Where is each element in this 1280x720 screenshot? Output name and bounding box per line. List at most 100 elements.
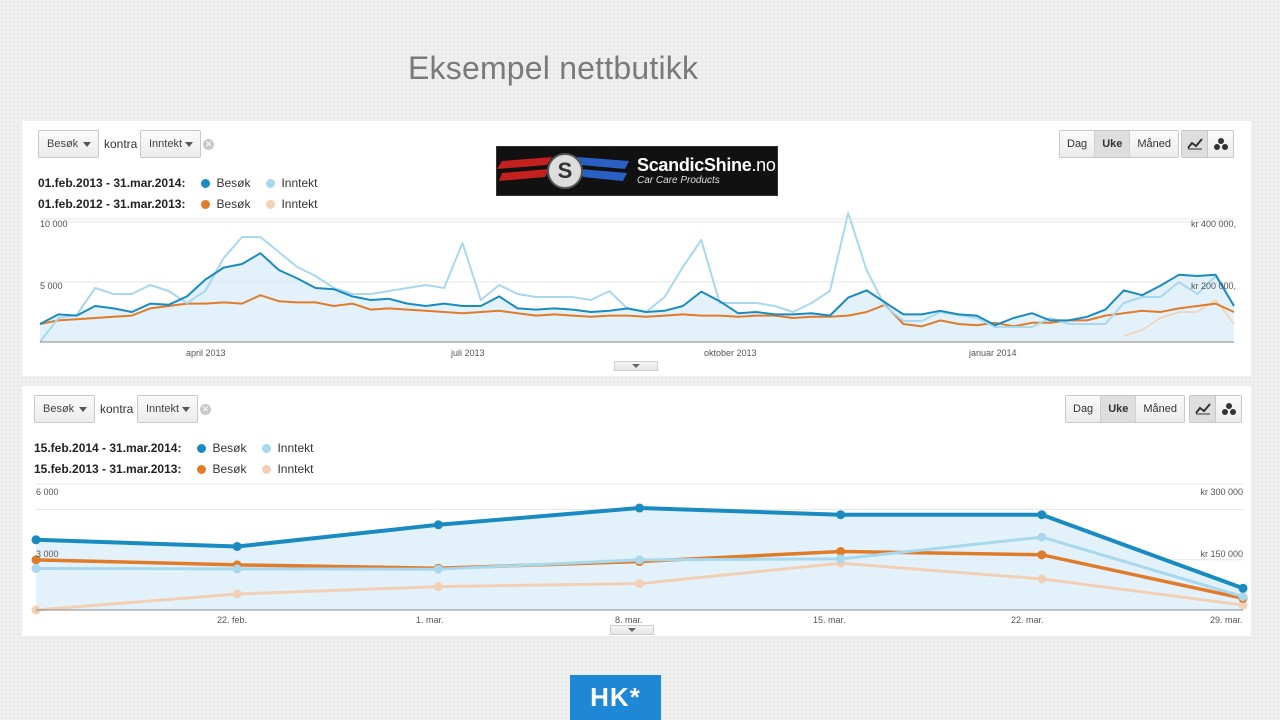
- legend-dot-visits: [197, 465, 207, 474]
- x-tick: 22. feb.: [217, 615, 248, 625]
- metric2-label: Inntekt: [146, 403, 180, 415]
- data-point: [31, 564, 41, 574]
- x-tick: 8. mar.: [615, 615, 643, 625]
- remove-comparison-icon[interactable]: ✕: [203, 139, 214, 150]
- x-tick: juli 2013: [451, 348, 485, 358]
- metric1-label: Besøk: [47, 138, 79, 150]
- analytics-panel-detail: Besøk kontra Inntekt ✕ Dag Uke Måned 15.…: [22, 386, 1251, 636]
- bubble-chart-icon[interactable]: [1208, 131, 1233, 157]
- legend-row-current: 01.feb.2013 - 31.mar.2014: Besøk Inntekt: [38, 176, 317, 190]
- legend-series-revenue: Inntekt: [277, 441, 314, 455]
- logo-brand-tld: .no: [751, 155, 776, 175]
- x-tick: april 2013: [186, 348, 226, 358]
- data-point: [1037, 510, 1047, 520]
- legend-series-visits: Besøk: [212, 462, 247, 476]
- data-point: [433, 582, 443, 592]
- legend-date-range: 15.feb.2013 - 31.mar.2013:: [34, 462, 182, 476]
- metric1-dropdown[interactable]: Besøk: [38, 130, 99, 158]
- data-point: [1037, 550, 1047, 560]
- data-point: [232, 589, 242, 599]
- granularity-toggle: Dag Uke Måned: [1059, 130, 1180, 158]
- data-point: [1238, 583, 1248, 593]
- chart-type-toggle: [1189, 395, 1242, 423]
- data-point: [836, 510, 846, 520]
- expand-handle[interactable]: [614, 361, 658, 371]
- chart-type-toggle: [1181, 130, 1234, 158]
- data-point: [31, 555, 41, 565]
- line-chart-detail[interactable]: [22, 386, 1251, 636]
- y-right-tick: kr 300 000: [1200, 487, 1243, 497]
- granularity-toggle: Dag Uke Måned: [1065, 395, 1186, 423]
- y-left-tick: 10 000: [40, 219, 68, 229]
- granularity-month-button[interactable]: Måned: [1130, 131, 1179, 157]
- remove-comparison-icon[interactable]: ✕: [200, 404, 211, 415]
- data-point: [1238, 592, 1248, 602]
- data-point: [635, 503, 644, 513]
- logo-brand-name: ScandicShine: [637, 155, 752, 175]
- logo-brand: ScandicShine.no: [637, 155, 776, 176]
- legend-dot-visits: [201, 200, 211, 209]
- legend-series-visits: Besøk: [216, 197, 251, 211]
- metric2-label: Inntekt: [149, 138, 183, 150]
- line-chart-icon[interactable]: [1182, 131, 1208, 157]
- kontra-label: kontra: [104, 137, 138, 151]
- legend-dot-revenue: [266, 179, 276, 188]
- metric1-dropdown[interactable]: Besøk: [34, 395, 95, 423]
- x-tick: 22. mar.: [1011, 615, 1044, 625]
- line-chart-icon[interactable]: [1190, 396, 1216, 422]
- expand-handle[interactable]: [610, 625, 654, 635]
- data-point: [232, 541, 242, 551]
- legend-row-previous: 15.feb.2013 - 31.mar.2013: Besøk Inntekt: [34, 462, 313, 476]
- metric1-label: Besøk: [43, 403, 75, 415]
- granularity-day-button[interactable]: Dag: [1066, 396, 1102, 422]
- data-point: [635, 579, 644, 589]
- legend-row-current: 15.feb.2014 - 31.mar.2014: Besøk Inntekt: [34, 441, 313, 455]
- legend-dot-revenue: [262, 465, 272, 474]
- legend-dot-revenue: [262, 444, 272, 453]
- y-right-tick: kr 400 000,: [1190, 219, 1236, 229]
- data-point: [1037, 532, 1047, 542]
- series-line-2: [39, 294, 1235, 328]
- line-chart-overview[interactable]: [22, 121, 1251, 376]
- x-tick: 29. mar.: [1210, 615, 1243, 625]
- x-tick: 15. mar.: [813, 615, 846, 625]
- x-tick: oktober 2013: [704, 348, 757, 358]
- data-point: [433, 520, 443, 530]
- y-left-tick: 6 000: [36, 487, 59, 497]
- series-line-0: [39, 252, 1235, 327]
- chevron-down-icon: [182, 407, 190, 412]
- y-right-tick: kr 150 000: [1200, 549, 1243, 559]
- logo-swoosh-icon: S: [497, 153, 629, 189]
- legend-series-revenue: Inntekt: [281, 197, 318, 211]
- data-point: [1037, 574, 1047, 584]
- slide-title: Eksempel nettbutikk: [408, 50, 699, 86]
- granularity-month-button[interactable]: Måned: [1136, 396, 1185, 422]
- y-left-tick: 5 000: [40, 281, 63, 291]
- bubble-chart-icon[interactable]: [1216, 396, 1241, 422]
- metric2-dropdown[interactable]: Inntekt: [137, 395, 198, 423]
- granularity-week-button[interactable]: Uke: [1095, 131, 1131, 157]
- legend-dot-visits: [201, 179, 211, 188]
- metric2-dropdown[interactable]: Inntekt: [140, 130, 201, 158]
- chevron-down-icon: [185, 142, 193, 147]
- svg-text:S: S: [558, 158, 573, 183]
- data-point: [836, 554, 846, 564]
- legend-series-visits: Besøk: [216, 176, 251, 190]
- legend-series-revenue: Inntekt: [281, 176, 318, 190]
- y-right-tick: kr 200 000,: [1190, 281, 1236, 291]
- legend-row-previous: 01.feb.2012 - 31.mar.2013: Besøk Inntekt: [38, 197, 317, 211]
- legend-date-range: 01.feb.2012 - 31.mar.2013:: [38, 197, 186, 211]
- hk-logo: HK*: [570, 675, 661, 720]
- logo-tagline: Car Care Products: [637, 175, 720, 186]
- x-tick: januar 2014: [969, 348, 1017, 358]
- granularity-day-button[interactable]: Dag: [1060, 131, 1096, 157]
- data-point: [232, 564, 242, 574]
- data-point: [31, 535, 41, 545]
- legend-dot-visits: [197, 444, 207, 453]
- kontra-label: kontra: [100, 402, 134, 416]
- legend-date-range: 15.feb.2014 - 31.mar.2014:: [34, 441, 182, 455]
- series-line-3: [1123, 299, 1235, 337]
- data-point: [635, 555, 644, 565]
- data-point: [1238, 600, 1248, 610]
- granularity-week-button[interactable]: Uke: [1101, 396, 1137, 422]
